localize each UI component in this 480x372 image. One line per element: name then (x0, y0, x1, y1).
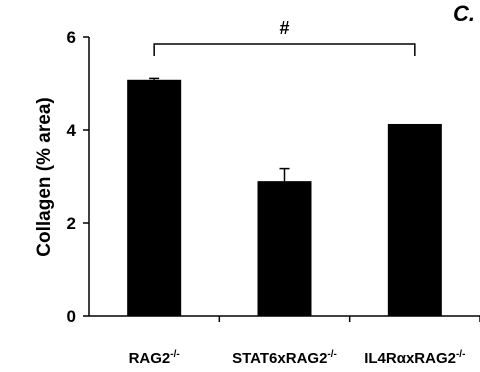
bar (387, 123, 442, 316)
y-tick-label: 0 (67, 307, 76, 326)
y-tick-label: 6 (67, 28, 76, 47)
significance-bracket (153, 43, 416, 56)
x-tick-label: STAT6xRAG2-/- (232, 349, 337, 367)
x-tick-label: RAG2-/- (129, 349, 180, 367)
significance-label: # (279, 18, 289, 38)
plot-area: 0 2 4 6 RAG2-/- STAT6xRAG2-/- IL4RαxRAG2-/- # (67, 18, 480, 367)
bar (127, 79, 182, 316)
y-tick-label: 2 (67, 214, 76, 233)
bar (257, 181, 312, 316)
y-tick-label: 4 (67, 121, 77, 140)
y-axis-label: Collagen (% area) (34, 97, 55, 256)
panel-label: C. (453, 1, 475, 26)
x-tick-label: IL4RαxRAG2-/- (364, 349, 465, 367)
